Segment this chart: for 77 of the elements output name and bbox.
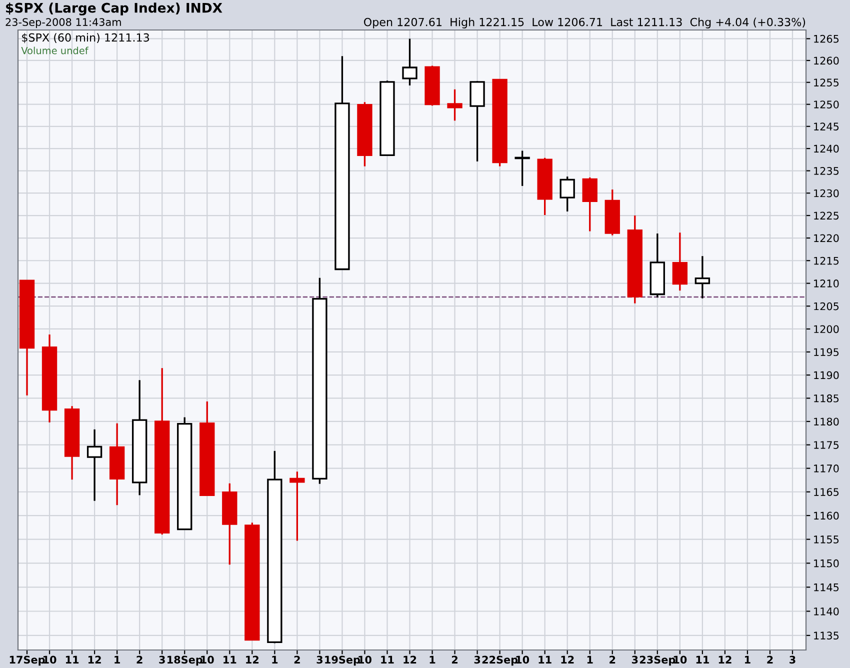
x-tick-label: 2 [767,656,773,664]
y-tick-label: 1250 [814,100,839,108]
candlestick [447,88,462,122]
x-tick-label: 3 [790,656,796,664]
x-tick-label: 12 [246,656,258,664]
y-tick-label: 1140 [814,607,839,616]
x-tick-label: 3 [159,656,165,664]
y-tick-label: 1155 [814,536,839,544]
candlestick [200,400,215,496]
x-tick-label: 1 [430,656,436,664]
x-tick-label: 2 [136,656,142,664]
y-tick-label: 1235 [814,167,839,175]
y-tick-label: 1240 [814,144,839,153]
x-tick-label: 17Sep [10,656,45,666]
y-tick-label: 1170 [814,464,839,472]
y-tick-label: 1255 [814,78,839,86]
chart-title: $SPX (Large Cap Index) INDX [6,2,222,16]
x-tick-label: 2 [452,656,458,664]
x-tick-label: 11 [224,656,236,664]
candlestick [694,255,710,300]
y-tick-label: 1260 [814,56,839,65]
x-tick-label: 1 [745,656,750,664]
y-tick-label: 1145 [814,584,839,592]
chart-subtitle: 23-Sep-2008 11:43am [6,18,121,28]
x-tick-label: 11 [66,656,79,664]
x-tick-label: 12 [561,656,574,664]
candlestick [672,232,688,292]
x-tick-label: 19Sep [325,656,360,666]
y-tick-label: 1245 [814,122,839,130]
y-tick-label: 1175 [814,441,839,449]
candlestick [132,379,148,496]
candlestick [109,422,125,506]
x-tick-label: 1 [272,656,278,664]
y-tick-label: 1200 [814,325,839,334]
y-tick-label: 1165 [814,488,839,496]
y-tick-label: 1205 [814,302,839,310]
y-tick-label: 1185 [814,394,839,402]
y-tick-label: 1135 [814,632,839,640]
x-tick-label: 23Sep [640,656,676,666]
y-tick-label: 1215 [814,256,839,265]
y-tick-label: 1180 [814,418,839,426]
x-tick-label: 3 [632,656,638,664]
x-tick-label: 1 [114,656,120,664]
candlestick [64,405,80,480]
y-tick-label: 1230 [814,189,839,198]
x-tick-label: 10 [201,656,214,664]
x-tick-label: 2 [294,656,300,664]
y-tick-label: 1150 [814,559,839,568]
y-tick-label: 1220 [814,234,839,242]
x-tick-label: 11 [538,656,552,664]
annotation: $SPX (60 min) 1211.13 [22,33,149,44]
candlestick [86,428,102,502]
x-tick-label: 1 [587,656,593,664]
candlestick [42,334,58,424]
x-tick-label: 11 [696,656,709,664]
x-tick-label: 12 [88,656,101,664]
x-tick-label: 12 [718,656,732,664]
x-tick-label: 18Sep [168,656,202,666]
x-tick-label: 3 [474,656,480,664]
x-tick-label: 10 [43,656,56,664]
x-tick-label: 10 [674,656,687,664]
y-tick-label: 1190 [814,371,839,380]
x-tick-label: 22Sep [482,656,518,666]
candlestick [19,280,35,396]
x-tick-label: 10 [358,656,372,664]
y-tick-label: 1225 [814,212,839,220]
x-tick-label: 11 [381,656,394,664]
text: Open 1207.61 High 1221.15 Low 1206.71 Last 1211.13 Chg +4.04 (+0.33%) [364,18,806,28]
y-tick-label: 1265 [814,34,839,43]
y-tick-label: 1160 [814,512,839,520]
y-tick-label: 1210 [814,280,839,288]
x-tick-label: 2 [610,656,616,664]
x-tick-label: 3 [316,656,322,664]
x-tick-label: 10 [516,656,530,664]
annotation: Volume undef [21,46,88,54]
x-tick-label: 12 [404,656,416,664]
y-tick-label: 1195 [814,348,839,356]
